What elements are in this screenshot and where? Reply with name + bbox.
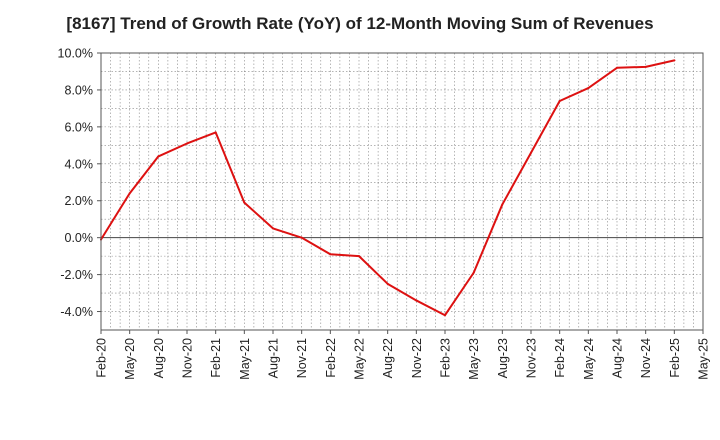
x-tick-label: Nov-23 (525, 338, 539, 378)
x-tick-label: Aug-20 (152, 338, 166, 378)
data-point (644, 65, 647, 68)
data-point (272, 227, 274, 230)
x-tick-label: May-24 (582, 338, 596, 380)
y-tick-label: -2.0% (60, 268, 93, 282)
data-point (501, 203, 504, 206)
y-tick-label: 4.0% (65, 157, 94, 171)
x-tick-label: Feb-20 (95, 338, 109, 378)
data-point (673, 59, 676, 62)
data-point (472, 271, 475, 274)
data-point (358, 255, 360, 258)
x-tick-label: Nov-20 (181, 338, 195, 378)
chart-title: [8167] Trend of Growth Rate (YoY) of 12-… (66, 14, 654, 33)
data-point (587, 87, 590, 90)
x-tick-label: May-21 (238, 338, 252, 380)
data-point (157, 155, 160, 158)
axes: 10.0% 8.0% 6.0% 4.0% 2.0% 0.0% -2.0% -4.0% Feb-2… (58, 47, 711, 380)
x-tick-label: May-22 (353, 338, 367, 380)
x-tick-label: May-20 (123, 338, 137, 380)
x-tick-label: Feb-25 (668, 338, 682, 378)
series-layer (100, 59, 676, 317)
x-tick-label: Aug-23 (496, 338, 510, 378)
data-point (616, 66, 618, 69)
y-tick-label: 10.0% (58, 47, 93, 61)
data-point (530, 151, 532, 154)
x-tick-label: Feb-22 (324, 338, 338, 378)
x-tick-label: May-25 (697, 338, 711, 380)
x-tick-label: Feb-21 (209, 338, 223, 378)
x-tick-label: Feb-24 (553, 338, 567, 378)
x-tick-label: Feb-23 (439, 338, 453, 378)
plot-background (101, 53, 703, 330)
y-tick-label: -4.0% (60, 305, 93, 319)
y-tick-label: 8.0% (65, 83, 94, 97)
y-tick-label: 6.0% (65, 120, 94, 134)
data-point (329, 253, 332, 256)
x-tick-label: May-23 (467, 338, 481, 380)
y-tick-label: 0.0% (65, 231, 94, 245)
data-point (214, 131, 217, 134)
x-tick-label: Nov-22 (410, 338, 424, 378)
x-tick-label: Aug-24 (611, 338, 625, 378)
data-point (300, 236, 303, 239)
data-point (386, 282, 389, 285)
data-point (128, 192, 131, 195)
x-tick-label: Aug-22 (381, 338, 395, 378)
data-point (186, 142, 188, 145)
data-point (444, 314, 446, 317)
x-tick-label: Aug-21 (267, 338, 281, 378)
grid-lines (101, 53, 703, 330)
data-point (415, 299, 418, 302)
data-point (243, 201, 246, 204)
y-tick-label: 2.0% (65, 194, 94, 208)
x-tick-label: Nov-24 (639, 338, 653, 378)
x-tick-label: Nov-21 (295, 338, 309, 378)
data-point (558, 100, 561, 103)
plot-frame (100, 52, 704, 331)
